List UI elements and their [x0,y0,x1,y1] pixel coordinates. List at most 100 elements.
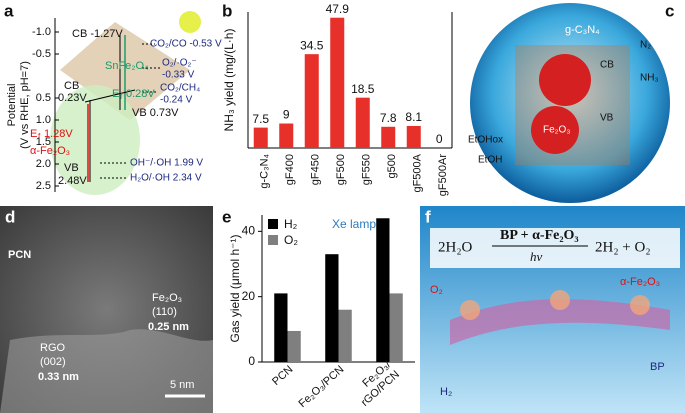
legend-label: H₂ [284,217,298,231]
label: OH⁻/·OH 1.99 V [130,158,203,169]
bar [274,293,288,362]
label: E [112,88,119,100]
label: CO₂/CH₄ [160,83,200,94]
label: CB [64,80,79,92]
bar [287,330,301,362]
label: g-C₃N₄ [565,24,600,36]
axis-label: (V vs RHE, pH=7) [19,61,31,149]
label: O₂/·O₂⁻ [162,58,197,69]
label: BP [650,361,665,373]
label: α-Fe₂O₃ [30,145,70,157]
panel-label: a [4,1,14,20]
tick-label: 1.5 [36,136,51,148]
equation: 2H₂ + O₂ [595,239,651,255]
annotation: Xe lamp [332,217,376,231]
equation: hν [530,249,543,264]
x-tick-label: PCN [270,363,295,387]
value-label: 18.5 [351,82,375,96]
tick-label: 2.5 [36,180,51,192]
label: (110) [152,306,177,318]
tick-label: 1.0 [36,114,51,126]
particle [460,300,480,320]
panel-c: c g-C₃N₄ N₂ NH₃ EtOHox EtOH CB VB Fe₂O₃ [468,1,674,203]
label: O₂ [430,284,443,296]
label: CB [600,60,614,71]
y-tick-label: 40 [242,224,256,238]
panel-label: c [665,1,674,20]
bar [279,123,294,148]
x-tick-label: Fe₂O₃/rGO/PCN [350,358,403,409]
panel-label: f [425,207,431,226]
label: H₂ [440,386,452,398]
bar [406,125,421,148]
label: VB [600,113,614,124]
label: CO₂/CO -0.53 V [150,39,222,50]
label: H₂O/·OH 2.34 V [130,173,202,184]
particle [539,54,591,106]
label: 0.28V [126,88,155,100]
label: -0.33 V [162,70,195,81]
particle [630,295,650,315]
label: EtOH [478,155,502,166]
axis-label: Potential [6,84,18,127]
label: α-Fe₂O₃ [620,276,660,288]
x-tick-label: gF500A [412,153,424,192]
bar [381,126,396,148]
value-label: 7.5 [252,112,269,126]
particle [550,290,570,310]
x-tick-label: Fe₂O₃/PCN [296,363,346,410]
x-tick-label: gF500Ar [437,154,449,197]
value-label: 0 [436,132,443,146]
bp-sheet [450,299,670,345]
label: f [38,132,41,141]
label: 0.23V [58,92,87,104]
value-label: 8.1 [405,110,422,124]
x-tick-label: gF450 [310,154,322,185]
label: RGO [40,342,66,354]
value-label: 7.8 [380,111,397,125]
label: PCN [8,249,31,261]
label: 5 nm [170,379,194,391]
panel-label: d [5,207,15,226]
label: Fe₂O₃ [543,125,570,136]
value-label: 34.5 [300,38,324,52]
label: 2.48V [58,175,87,187]
tick-label: 0.5 [36,92,51,104]
bar [338,309,352,362]
label: N₂ [640,40,651,51]
label: EtOHox [468,135,503,146]
bar [389,293,403,362]
x-tick-label: gF550 [361,154,373,185]
label: VB [64,162,79,174]
tick-label: -1.0 [32,26,51,38]
tick-label: -0.5 [32,48,51,60]
legend-label: O₂ [284,233,298,247]
label: E [30,128,37,140]
label: SnFe₂O₄ [105,60,149,72]
panel-label: e [222,207,231,226]
label: 1.28V [44,128,73,140]
label: f [120,92,123,101]
equation: BP + α-Fe₂O₃ [500,228,579,243]
label: 0.25 nm [148,321,189,333]
panel-f: f 2H₂O BP + α-Fe₂O₃ hν 2H₂ + O₂ α-Fe₂O₃ … [420,206,685,413]
transfer [84,89,136,103]
fe2o3-band [50,85,140,195]
y-tick-label: 20 [242,289,256,303]
x-tick-label: gF400 [284,154,296,185]
label: 0.33 nm [38,371,79,383]
bar [325,254,339,362]
bar [253,127,268,148]
label: Fe₂O₃ [152,292,182,304]
value-label: 9 [283,108,290,122]
label: VB 0.73V [132,107,179,119]
particle [531,106,579,154]
bar [355,97,370,148]
bar [330,17,345,148]
label: NH₃ [640,73,659,84]
region [0,329,213,413]
x-tick-label: gF500 [335,154,347,185]
bar [376,218,390,362]
legend-swatch [268,219,278,229]
